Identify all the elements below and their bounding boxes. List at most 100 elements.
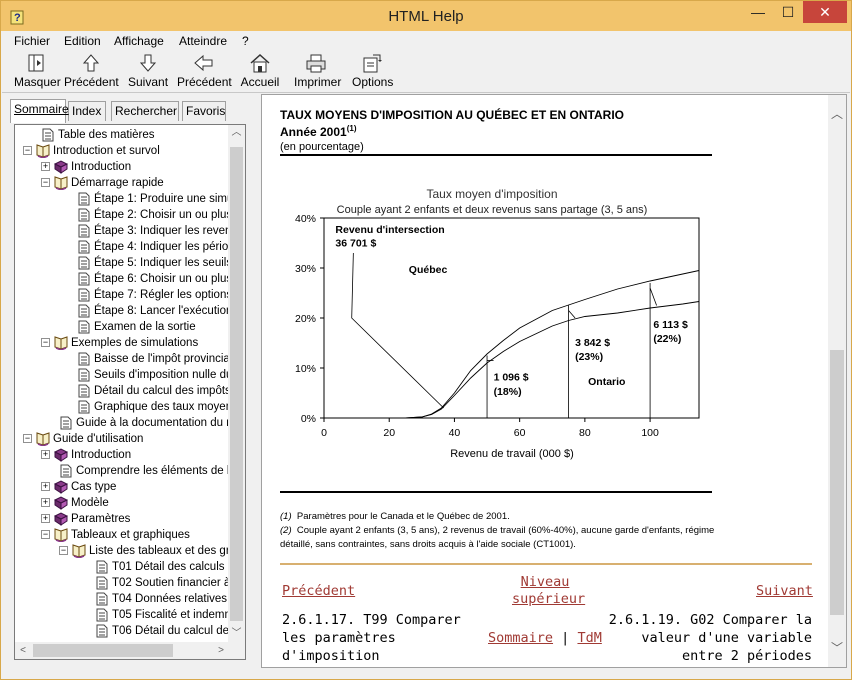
tree-item[interactable]: Étape 1: Produire une simul bbox=[77, 191, 229, 207]
tab-rechercher[interactable]: Rechercher bbox=[111, 101, 179, 121]
tab-favoris[interactable]: Favoris bbox=[182, 101, 226, 121]
tree-item[interactable]: Étape 2: Choisir un ou plusi bbox=[77, 207, 229, 223]
contents-tree[interactable]: Table des matières − Introduction et survo… bbox=[14, 124, 246, 660]
menu-help[interactable]: ? bbox=[242, 34, 249, 48]
tree-item[interactable]: Comprendre les éléments de ba bbox=[59, 463, 229, 479]
tree-item[interactable]: Table des matières bbox=[41, 127, 155, 143]
tree-item[interactable]: + Modèle bbox=[41, 495, 109, 511]
tree-item[interactable]: Examen de la sortie bbox=[77, 319, 196, 335]
book-icon bbox=[53, 160, 69, 174]
tree-item[interactable]: − Introduction et survol bbox=[23, 143, 160, 159]
tree-item[interactable]: + Paramètres bbox=[41, 511, 130, 527]
tree-item-label: Introduction bbox=[71, 161, 132, 173]
menu-fichier[interactable]: Fichier bbox=[14, 34, 51, 48]
back-button[interactable]: Précédent bbox=[177, 53, 232, 89]
nav-previous-link[interactable]: Précédent bbox=[282, 583, 356, 599]
tdm-link[interactable]: TdM bbox=[577, 630, 602, 646]
options-button[interactable]: Options bbox=[352, 53, 393, 89]
sommaire-link[interactable]: Sommaire bbox=[488, 630, 554, 646]
tree-viewport: Table des matières − Introduction et survo… bbox=[15, 125, 229, 642]
tree-item[interactable]: T06 Détail du calcul de bbox=[95, 623, 229, 639]
close-button[interactable]: ✕ bbox=[803, 1, 847, 23]
tree-item[interactable]: T05 Fiscalité et indemni bbox=[95, 607, 229, 623]
tree-item[interactable]: Étape 8: Lancer l'exécution bbox=[77, 303, 229, 319]
open-book-icon bbox=[54, 176, 68, 191]
tab-index[interactable]: Index bbox=[68, 101, 106, 121]
tree-item[interactable]: + Introduction bbox=[41, 447, 131, 463]
tree-item[interactable]: Baisse de l'impôt provincial bbox=[77, 351, 229, 367]
pane-splitter[interactable] bbox=[254, 94, 261, 668]
tree-item[interactable]: − Tableaux et graphiques bbox=[41, 527, 190, 543]
page-icon bbox=[77, 288, 91, 302]
tree-item-label: Baisse de l'impôt provincial bbox=[94, 353, 229, 365]
scroll-left-icon[interactable]: < bbox=[20, 645, 26, 656]
menu-affichage[interactable]: Affichage bbox=[114, 34, 164, 48]
tree-item[interactable]: − Démarrage rapide bbox=[41, 175, 164, 191]
scroll-down-icon[interactable]: ﹀ bbox=[231, 628, 242, 639]
tree-item[interactable]: − Guide d'utilisation bbox=[23, 431, 143, 447]
tree-item[interactable]: Guide à la documentation du mo bbox=[59, 415, 229, 431]
scroll-right-icon[interactable]: > bbox=[218, 645, 224, 656]
x-tick-label: 20 bbox=[383, 427, 395, 439]
topic-vscroll-thumb[interactable] bbox=[830, 350, 844, 615]
tree-vscroll-thumb[interactable] bbox=[230, 147, 243, 621]
tree-item[interactable]: − Liste des tableaux et des gr bbox=[59, 543, 229, 559]
topic-scroll-down-icon[interactable]: ﹀ bbox=[830, 641, 843, 655]
help-app-icon: ? bbox=[10, 10, 24, 25]
menu-atteindre[interactable]: Atteindre bbox=[179, 34, 228, 48]
up-button[interactable]: Précédent bbox=[64, 53, 119, 89]
tree-item[interactable]: T01 Détail des calculs d bbox=[95, 559, 229, 575]
masquer-button[interactable]: Masquer bbox=[14, 53, 61, 89]
tree-item[interactable]: Étape 7: Régler les options bbox=[77, 287, 229, 303]
tree-item[interactable]: T04 Données relatives bbox=[95, 591, 227, 607]
year-footnote-ref: (1) bbox=[346, 124, 357, 133]
expand-icon[interactable]: + bbox=[41, 481, 50, 492]
tree-item[interactable]: Détail du calcul des impôts, bbox=[77, 383, 229, 399]
menu-edition[interactable]: Edition bbox=[64, 34, 101, 48]
tree-item[interactable]: − Exemples de simulations bbox=[41, 335, 198, 351]
page-icon bbox=[77, 240, 91, 254]
tree-item[interactable]: Étape 4: Indiquer les périod bbox=[77, 239, 229, 255]
tree-item[interactable]: + Introduction bbox=[41, 159, 131, 175]
expand-icon[interactable]: + bbox=[41, 449, 50, 460]
tree-vertical-scrollbar[interactable]: ︿ ﹀ bbox=[228, 125, 245, 642]
tree-item[interactable]: Étape 3: Indiquer les revenu bbox=[77, 223, 229, 239]
collapse-icon[interactable]: − bbox=[23, 145, 32, 156]
collapse-icon[interactable]: − bbox=[41, 529, 50, 540]
accueil-button[interactable]: Accueil bbox=[240, 53, 280, 89]
tree-item[interactable]: Graphique des taux moyens bbox=[77, 399, 229, 415]
page-icon bbox=[77, 384, 91, 398]
imprimer-button[interactable]: Imprimer bbox=[294, 53, 341, 89]
suivant-button[interactable]: Suivant bbox=[128, 53, 168, 89]
collapse-icon[interactable]: − bbox=[59, 545, 68, 556]
tree-item[interactable]: Seuils d'imposition nulle du f bbox=[77, 367, 229, 383]
prev-topic-text: 2.6.1.17. T99 Comparer les paramètres d'… bbox=[282, 612, 461, 664]
title-bar[interactable]: ? HTML Help — ☐ ✕ bbox=[1, 1, 851, 31]
collapse-icon[interactable]: − bbox=[41, 337, 50, 348]
tree-item-label: T04 Données relatives bbox=[112, 593, 228, 605]
tree-item[interactable]: T02 Soutien financier à bbox=[95, 575, 229, 591]
tree-item[interactable]: + Cas type bbox=[41, 479, 116, 495]
collapse-icon[interactable]: − bbox=[41, 177, 50, 188]
tree-item[interactable]: Étape 6: Choisir un ou plusi bbox=[77, 271, 229, 287]
intersection-leader bbox=[351, 252, 444, 409]
expand-icon[interactable]: + bbox=[41, 161, 50, 172]
expand-icon[interactable]: + bbox=[41, 497, 50, 508]
topic-vertical-scrollbar[interactable]: ︿ ﹀ bbox=[828, 95, 846, 667]
series-label-ontario: Ontario bbox=[588, 376, 625, 388]
nav-next-link[interactable]: Suivant bbox=[756, 583, 813, 599]
page-icon bbox=[95, 624, 109, 638]
topic-scroll-up-icon[interactable]: ︿ bbox=[830, 107, 843, 121]
scroll-up-icon[interactable]: ︿ bbox=[231, 127, 242, 138]
maximize-button[interactable]: ☐ bbox=[781, 4, 795, 20]
collapse-icon[interactable]: − bbox=[23, 433, 32, 444]
expand-icon[interactable]: + bbox=[41, 513, 50, 524]
tab-sommaire[interactable]: Sommaire bbox=[10, 99, 69, 123]
tree-hscroll-thumb[interactable] bbox=[33, 644, 173, 657]
tree-item-label: T05 Fiscalité et indemni bbox=[112, 609, 229, 621]
tree-item[interactable]: Étape 5: Indiquer les seuils bbox=[77, 255, 229, 271]
x-tick-label: 40 bbox=[449, 427, 461, 439]
tree-horizontal-scrollbar[interactable]: < > bbox=[15, 642, 229, 659]
nav-up-link[interactable]: Niveau supérieur bbox=[512, 574, 586, 607]
minimize-button[interactable]: — bbox=[751, 4, 765, 20]
